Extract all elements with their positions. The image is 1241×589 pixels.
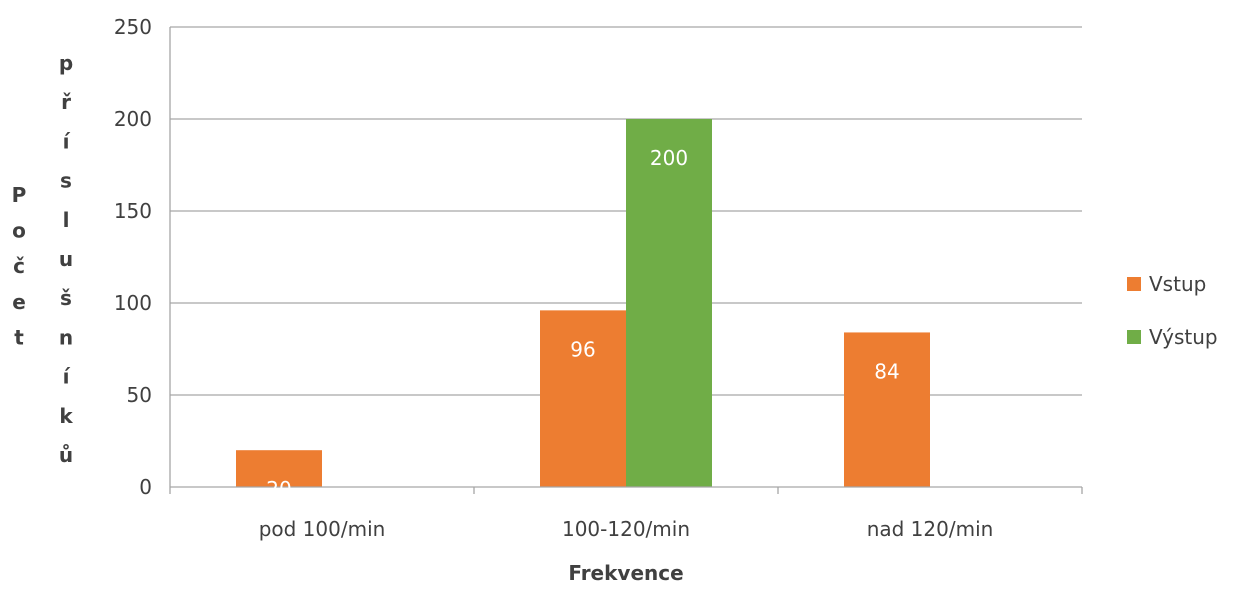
y-tick-label: 100 xyxy=(114,291,152,315)
y-tick-label: 50 xyxy=(127,383,152,407)
x-category-label: pod 100/min xyxy=(259,517,386,541)
y-axis-title-char: š xyxy=(60,286,72,310)
data-label: 96 xyxy=(570,337,595,361)
y-axis-title-char: o xyxy=(12,219,26,243)
y-axis-title-char: ů xyxy=(59,443,73,467)
x-category-label: 100-120/min xyxy=(562,517,690,541)
legend: Vstup Výstup xyxy=(1127,272,1218,349)
axes xyxy=(169,27,1083,494)
data-label: 20 xyxy=(266,477,291,501)
bars xyxy=(236,119,930,487)
bar-vstup-3 xyxy=(844,332,930,487)
y-axis-title-char: n xyxy=(59,325,73,349)
legend-label: Výstup xyxy=(1149,325,1218,349)
y-axis-title-char: l xyxy=(63,208,70,232)
y-axis-title-char: ř xyxy=(61,90,71,114)
y-axis-title-char: í xyxy=(63,129,71,153)
bar-vstup-2 xyxy=(540,310,626,487)
y-axis-title-char: t xyxy=(14,325,24,349)
legend-swatch-výstup xyxy=(1127,330,1141,344)
bar-výstup-2 xyxy=(626,119,712,487)
data-label: 84 xyxy=(874,359,899,383)
x-category-label: nad 120/min xyxy=(867,517,994,541)
legend-label: Vstup xyxy=(1149,272,1206,296)
y-axis-title-char: p xyxy=(59,51,73,75)
y-tick-label: 0 xyxy=(139,475,152,499)
legend-swatch-vstup xyxy=(1127,277,1141,291)
y-axis-title-char: P xyxy=(12,183,27,207)
y-axis-title-char: e xyxy=(12,290,26,314)
y-axis-title-char: č xyxy=(13,254,25,278)
x-axis-title: Frekvence xyxy=(568,561,683,585)
y-axis-title-char: u xyxy=(59,247,73,271)
labels: 0 50 100 150 200 250 20 pod 100/min 96 200 100-120… xyxy=(12,15,994,585)
y-tick-label: 200 xyxy=(114,107,152,131)
y-axis-title-char: í xyxy=(63,365,71,389)
bar-vstup-1 xyxy=(236,450,322,487)
y-tick-label: 150 xyxy=(114,199,152,223)
y-tick-label: 250 xyxy=(114,15,152,39)
data-label: 200 xyxy=(650,146,688,170)
y-axis-title-char: s xyxy=(60,169,72,193)
y-axis-title-char: k xyxy=(59,404,73,428)
